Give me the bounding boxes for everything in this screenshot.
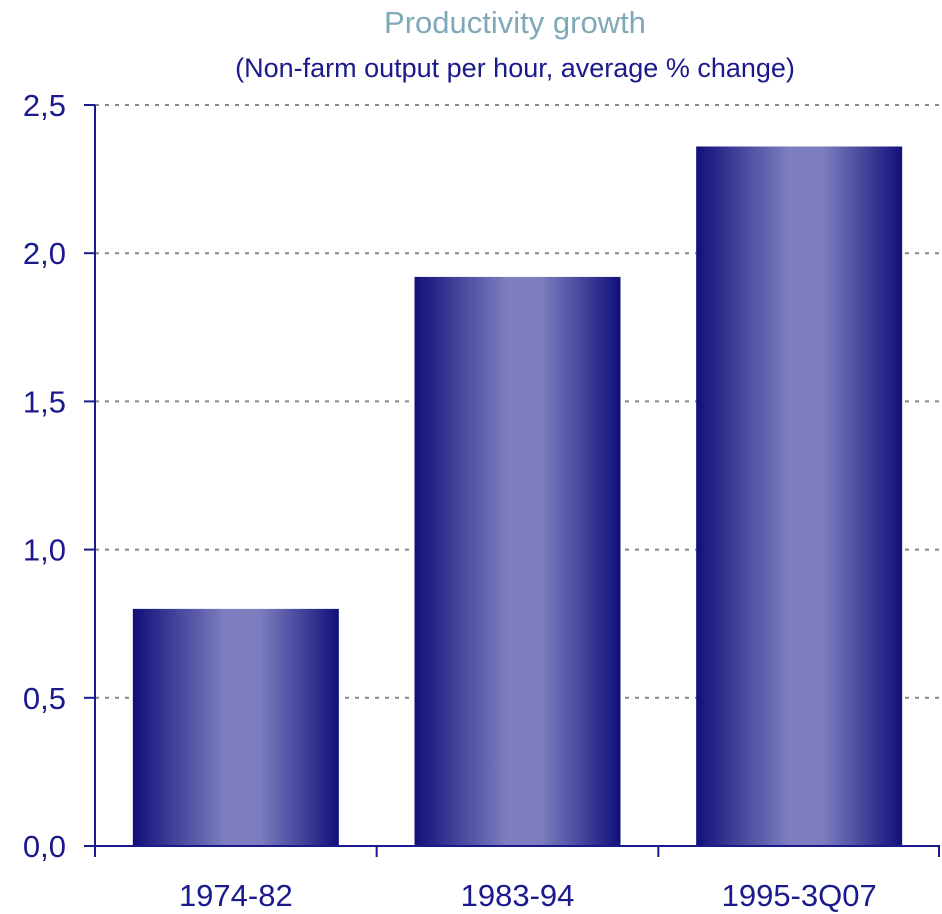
y-tick-label: 2,5	[23, 88, 66, 123]
bar	[132, 608, 339, 846]
axis-labels: 0,0 0,5 1,0 1,5 2,0 2,5 1974-82 1983-94 1995-3Q0…	[23, 88, 877, 913]
x-category-label: 1995-3Q07	[722, 878, 877, 913]
bars	[132, 146, 903, 847]
x-category-label: 1983-94	[461, 878, 575, 913]
y-tick-label: 0,5	[23, 681, 66, 716]
axes	[84, 104, 940, 857]
bar	[696, 146, 903, 847]
y-tick-label: 1,0	[23, 533, 66, 568]
y-tick-label: 2,0	[23, 236, 66, 271]
y-tick-label: 1,5	[23, 384, 66, 419]
chart-title: Productivity growth	[384, 5, 646, 40]
x-category-label: 1974-82	[179, 878, 293, 913]
chart-subtitle: (Non-farm output per hour, average % cha…	[235, 53, 795, 83]
bar	[414, 276, 621, 846]
y-tick-label: 0,0	[23, 829, 66, 864]
